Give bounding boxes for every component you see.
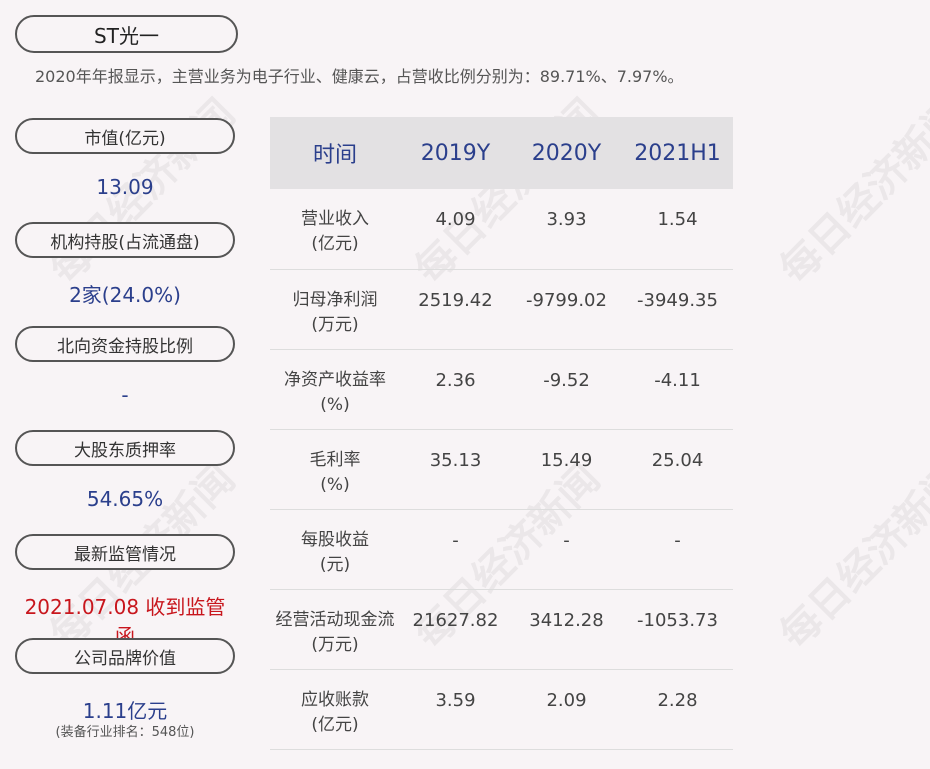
brand-value-label: 公司品牌价值 [15,638,235,674]
row-label-unit: (%) [320,394,350,415]
row-label-name: 经营活动现金流 [275,609,395,630]
table-cell: 2.09 [511,669,622,750]
header-2019y: 2019Y [400,117,511,189]
institution-holding-value: 2家(24.0%) [69,283,181,307]
row-label-name: 毛利率 [309,449,361,470]
table-row: 归母净利润 (万元) 2519.42 -9799.02 -3949.35 [270,269,733,350]
row-label: 归母净利润 (万元) [270,269,400,350]
row-label: 应收账款 (亿元) [270,669,400,750]
table-row: 净资产收益率 (%) 2.36 -9.52 -4.11 [270,349,733,430]
table-cell: 1.54 [622,189,733,270]
watermark: 每日经济新闻 [771,90,930,293]
financial-table: 时间 2019Y 2020Y 2021H1 营业收入 (亿元) 4.09 3.93 1.… [270,117,733,750]
brand-value: 1.11亿元 [82,699,168,723]
row-label-name: 归母净利润 [292,289,378,310]
business-summary: 2020年年报显示，主营业务为电子行业、健康云，占营收比例分别为：89.71%、… [35,67,684,86]
table-cell: 3412.28 [511,589,622,670]
table-cell: - [511,509,622,590]
row-label: 经营活动现金流 (万元) [270,589,400,670]
row-label-name: 净资产收益率 [284,369,386,390]
table-cell: - [622,509,733,590]
row-label-unit: (亿元) [311,234,359,254]
table-cell: 25.04 [622,429,733,510]
table-cell: 3.93 [511,189,622,270]
row-label: 净资产收益率 (%) [270,349,400,430]
market-cap-label: 市值(亿元) [15,118,235,154]
row-label-unit: (万元) [311,314,359,335]
table-row: 毛利率 (%) 35.13 15.49 25.04 [270,429,733,510]
table-row: 经营活动现金流 (万元) 21627.82 3412.28 -1053.73 [270,589,733,670]
row-label-name: 应收账款 [301,689,369,710]
table-cell: 21627.82 [400,589,511,670]
row-label-unit: (亿元) [311,714,359,735]
watermark: 每日经济新闻 [771,455,930,658]
row-label-unit: (万元) [311,634,359,655]
table-cell: -9.52 [511,349,622,430]
pledge-ratio-value: 54.65% [86,487,164,511]
northbound-holding-label: 北向资金持股比例 [15,326,235,362]
table-cell: 2.28 [622,669,733,750]
row-label-unit: (元) [319,554,351,575]
table-cell: - [400,509,511,590]
table-cell: 3.59 [400,669,511,750]
brand-rank-note: (装备行业排名：548位) [55,725,195,740]
header-time: 时间 [270,117,400,189]
row-label: 每股收益 (元) [270,509,400,590]
table-cell: 35.13 [400,429,511,510]
header-2021h1: 2021H1 [622,117,733,189]
row-label-name: 每股收益 [301,529,369,550]
pledge-ratio-label: 大股东质押率 [15,430,235,466]
row-label-unit: (%) [320,474,350,495]
table-cell: 2.36 [400,349,511,430]
row-label: 营业收入 (亿元) [270,189,400,270]
row-label-name: 营业收入 [301,209,369,229]
market-cap-value: 13.09 [96,175,154,199]
table-cell: -3949.35 [622,269,733,350]
table-row: 每股收益 (元) - - - [270,509,733,590]
table-row: 应收账款 (亿元) 3.59 2.09 2.28 [270,669,733,750]
header-2020y: 2020Y [511,117,622,189]
institution-holding-label: 机构持股(占流通盘) [15,222,235,258]
row-label: 毛利率 (%) [270,429,400,510]
table-cell: -9799.02 [511,269,622,350]
regulation-label: 最新监管情况 [15,534,235,570]
table-cell: 2519.42 [400,269,511,350]
table-cell: -1053.73 [622,589,733,670]
table-row: 营业收入 (亿元) 4.09 3.93 1.54 [270,189,733,270]
table-header-row: 时间 2019Y 2020Y 2021H1 [270,117,733,189]
table-cell: -4.11 [622,349,733,430]
table-cell: 15.49 [511,429,622,510]
company-name-badge: ST光一 [15,15,238,53]
table-cell: 4.09 [400,189,511,270]
northbound-holding-value: - [121,383,129,407]
